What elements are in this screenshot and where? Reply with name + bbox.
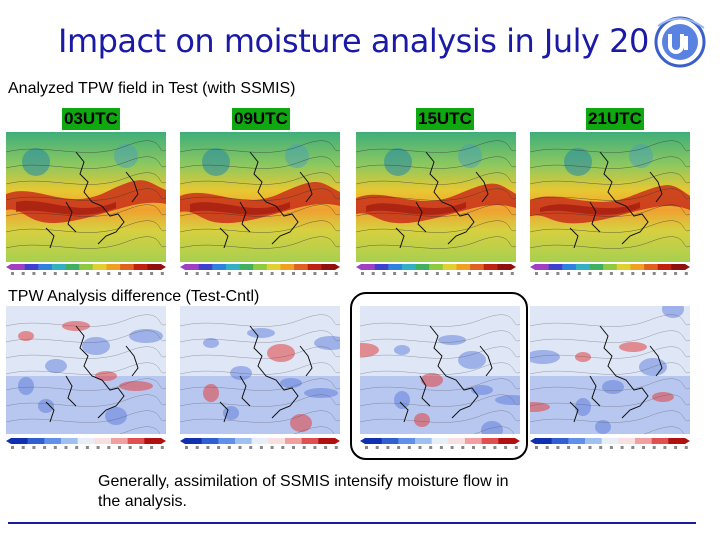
- time-label-03utc: 03UTC: [62, 108, 120, 130]
- bottom-rule: [8, 522, 696, 524]
- logo: [648, 8, 714, 74]
- logo-icon: [654, 16, 706, 68]
- time-label-15utc: 15UTC: [416, 108, 474, 130]
- tpw-map-15utc: [356, 132, 516, 262]
- tpw-colorbar-03utc: [6, 264, 166, 278]
- section-label-tpw-difference: TPW Analysis difference (Test-Cntl): [8, 288, 260, 305]
- diff-map-21utc: [530, 306, 690, 434]
- diff-colorbar-15utc: [360, 438, 520, 452]
- time-label-21utc: 21UTC: [586, 108, 644, 130]
- time-label-09utc: 09UTC: [232, 108, 290, 130]
- tpw-map-03utc: [6, 132, 166, 262]
- diff-map-15utc: [360, 306, 520, 434]
- diff-map-03utc: [6, 306, 166, 434]
- tpw-colorbar-09utc: [180, 264, 340, 278]
- slide-title: Impact on moisture analysis in July 20: [58, 22, 649, 60]
- diff-colorbar-21utc: [530, 438, 690, 452]
- diff-colorbar-03utc: [6, 438, 166, 452]
- diff-colorbar-09utc: [180, 438, 340, 452]
- section-label-tpw-field: Analyzed TPW field in Test (with SSMIS): [8, 80, 296, 97]
- highlight-box-15utc: [350, 292, 528, 460]
- tpw-map-09utc: [180, 132, 340, 262]
- tpw-colorbar-21utc: [530, 264, 690, 278]
- tpw-colorbar-15utc: [356, 264, 516, 278]
- tpw-map-21utc: [530, 132, 690, 262]
- conclusion-text: Generally, assimilation of SSMIS intensi…: [98, 473, 509, 510]
- diff-map-09utc: [180, 306, 340, 434]
